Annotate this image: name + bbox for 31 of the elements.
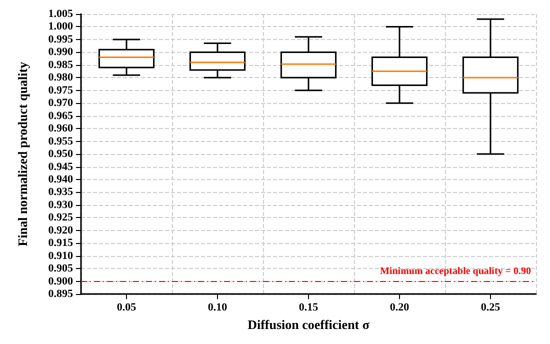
y-tick-label: 0.895 <box>48 288 74 300</box>
y-tick-label: 0.925 <box>48 212 74 224</box>
y-tick-label: 0.950 <box>48 148 74 160</box>
y-axis-title: Final normalized product quality <box>15 61 30 246</box>
x-tick-label: 0.15 <box>298 302 319 314</box>
y-tick-label: 0.920 <box>48 224 74 236</box>
y-tick-label: 0.915 <box>48 237 74 250</box>
x-tick-label: 0.25 <box>480 302 501 314</box>
y-tick-label: 0.960 <box>48 122 74 135</box>
y-tick-label: 1.005 <box>48 8 74 20</box>
y-tick-label: 0.980 <box>48 72 74 84</box>
y-tick-label: 0.995 <box>48 33 74 46</box>
y-tick-label: 0.955 <box>48 135 74 148</box>
y-tick-label: 0.975 <box>48 84 74 96</box>
y-tick-label: 0.935 <box>48 186 74 198</box>
y-tick-label: 0.930 <box>48 198 74 211</box>
x-tick-label: 0.20 <box>390 302 410 314</box>
y-tick-label: 0.900 <box>48 275 74 288</box>
y-tick-label: 0.910 <box>48 250 74 262</box>
x-tick-label: 0.05 <box>116 302 137 314</box>
y-tick-label: 0.970 <box>48 97 74 110</box>
y-tick-label: 0.905 <box>48 262 74 275</box>
ref-line-label: Minimum acceptable quality = 0.90 <box>380 266 531 277</box>
y-tick-label: 0.965 <box>48 110 74 122</box>
y-tick-label: 1.000 <box>48 20 74 33</box>
x-axis-title: Diffusion coefficient σ <box>248 317 370 332</box>
y-tick-label: 0.985 <box>48 58 74 71</box>
x-tick-label: 0.10 <box>208 302 228 314</box>
y-tick-label: 0.945 <box>48 160 74 173</box>
y-tick-label: 0.940 <box>48 174 74 186</box>
y-tick-label: 0.990 <box>48 46 74 58</box>
